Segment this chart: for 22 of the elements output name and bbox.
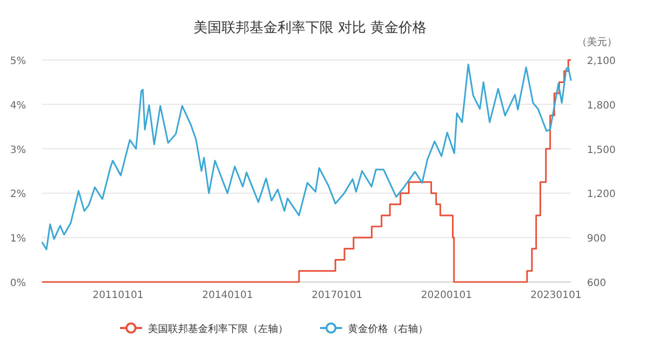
y2-tick-label: 1,800 (587, 100, 616, 112)
legend-label: 黄金价格（右轴） (348, 323, 428, 335)
y-tick-label: 1% (10, 234, 26, 245)
chart-title: 美国联邦基金利率下限 对比 黄金价格 (194, 20, 426, 36)
x-tick-label: 20170101 (312, 290, 363, 301)
x-tick-label: 20230101 (530, 290, 582, 301)
y2-tick-label: 1,200 (587, 189, 616, 200)
y-tick-label: 0% (10, 278, 26, 289)
x-tick-label: 20200101 (421, 290, 472, 301)
y-tick-label: 5% (10, 56, 26, 67)
y-tick-label: 2% (10, 189, 26, 200)
x-tick-label: 20110101 (92, 290, 144, 301)
x-tick-label: 20140101 (202, 290, 254, 301)
y2-tick-label: 600 (587, 278, 606, 289)
y-tick-label: 4% (10, 100, 26, 112)
y2-axis-title: （美元） (577, 36, 617, 48)
y2-tick-label: 900 (587, 234, 606, 245)
y2-tick-label: 1,500 (587, 144, 616, 156)
legend-label: 美国联邦基金利率下限（左轴） (148, 323, 288, 335)
y2-tick-label: 2,100 (587, 56, 616, 67)
line-series (41, 64, 572, 250)
y-tick-label: 3% (10, 144, 26, 156)
